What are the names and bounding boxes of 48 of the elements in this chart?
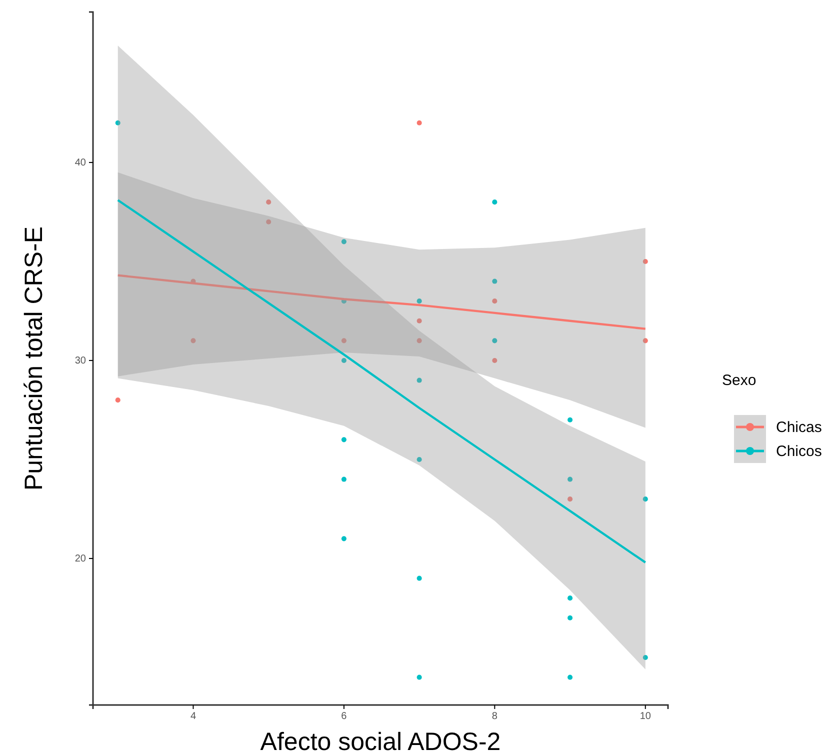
point: [341, 358, 346, 363]
y-axis-title: Puntuación total CRS-E: [20, 226, 48, 491]
point: [416, 456, 422, 462]
legend-title: Sexo: [722, 372, 756, 389]
point: [416, 298, 422, 304]
point: [416, 318, 422, 324]
point: [568, 417, 573, 422]
line-series: [116, 274, 646, 330]
point: [416, 338, 422, 344]
point: [568, 496, 573, 502]
x-tick-label: 4: [190, 711, 196, 722]
x-tick-label: 8: [492, 711, 498, 722]
y-tick-label: 20: [74, 554, 86, 565]
point: [416, 674, 422, 680]
point: [492, 278, 498, 284]
point: [492, 200, 498, 205]
point: [568, 476, 573, 482]
point: [266, 200, 272, 205]
point: [341, 239, 346, 244]
legend-label: Chicas: [776, 419, 822, 436]
point: [341, 338, 346, 344]
point: [341, 437, 346, 442]
point: [341, 476, 346, 482]
point: [115, 120, 120, 126]
line-series: [116, 199, 646, 564]
y-tick-label: 30: [74, 356, 86, 367]
point: [492, 298, 498, 304]
point: [492, 338, 498, 344]
point: [416, 576, 422, 581]
legend-label: Chicos: [776, 443, 822, 460]
point: [642, 338, 648, 344]
point: [568, 674, 573, 680]
point: [642, 496, 648, 502]
point: [492, 358, 498, 363]
point: [266, 219, 272, 224]
y-tick-label: 40: [74, 158, 86, 169]
point: [568, 615, 573, 620]
x-axis-title: Afecto social ADOS-2: [260, 728, 501, 755]
point: [115, 398, 120, 403]
x-tick-label: 6: [341, 711, 348, 722]
point: [190, 338, 196, 344]
point: [568, 596, 573, 601]
point: [642, 654, 648, 660]
x-tick-label: 10: [640, 711, 652, 722]
point: [642, 258, 648, 264]
point: [341, 536, 346, 542]
point: [416, 378, 422, 383]
point: [416, 120, 422, 126]
